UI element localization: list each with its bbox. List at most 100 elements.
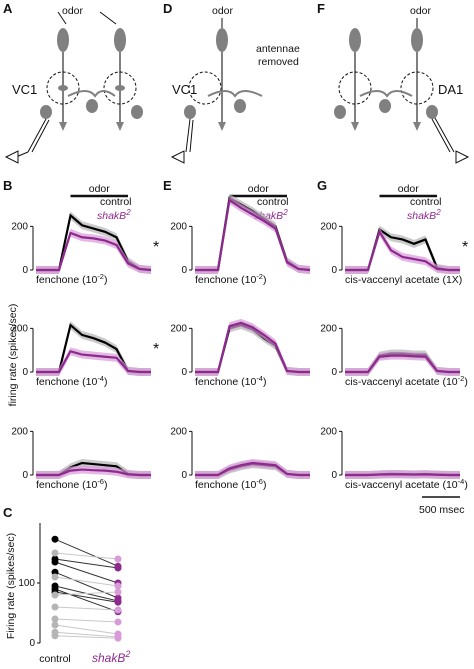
odor-bar-label: odor (398, 183, 420, 195)
point-shakb2 (114, 606, 122, 614)
series-line-shakB2 (36, 468, 151, 477)
condition-label: fenchone (10-6) (195, 477, 266, 491)
y-tick-label: 0 (181, 265, 187, 276)
series-line-shakB2 (345, 354, 460, 374)
glomerulus-circle-left (46, 71, 80, 105)
y-tick-label: 0 (331, 265, 337, 276)
c-category-control: control (39, 653, 71, 665)
panel-label-c: C (3, 505, 13, 520)
amplifier-icon-a (4, 150, 19, 164)
point-shakb2 (114, 564, 122, 572)
pair-line (54, 571, 119, 599)
point-shakb2 (114, 598, 122, 606)
electrode-d (185, 118, 194, 153)
panel-label-e: E (163, 178, 172, 193)
y-tick-label: 200 (11, 221, 28, 232)
orn-soma-f-left (349, 28, 361, 52)
y-axis-label: firing rate (spikes/sec) (7, 304, 19, 407)
electrode-a (27, 118, 50, 153)
odor-label-f: odor (410, 5, 432, 17)
electrode-f (431, 117, 455, 153)
y-axis-label-c: Firing rate (spikes/sec) (5, 533, 17, 639)
y-tick-label: 200 (320, 323, 337, 334)
pair-line (54, 558, 119, 569)
pair-line (54, 635, 119, 639)
condition-label: cis-vaccenyl acetate (10-4) (345, 477, 468, 491)
sem-band-shakB2 (195, 318, 310, 376)
point-control (51, 603, 59, 611)
point-control (51, 558, 59, 566)
y-tick-label: 200 (170, 323, 187, 334)
pair-line (54, 588, 119, 613)
series-line-shakB2 (195, 198, 311, 272)
pn-soma-f-right (426, 105, 438, 119)
pn-soma-f-left (334, 105, 346, 119)
ln-soma-f (379, 99, 391, 113)
pair-line (54, 618, 119, 623)
point-shakb2 (114, 555, 122, 563)
orn-soma-left (57, 28, 69, 52)
panel-label-b: B (3, 178, 12, 193)
glomerulus-circle-right (103, 71, 137, 105)
pair-line (54, 631, 119, 638)
trace-panel-g-1: 0 200 odor * cis-vaccenyl acetate (1X) (320, 183, 468, 286)
ln-branch-f (359, 90, 413, 98)
axon-arrowhead-f-right (413, 122, 421, 131)
sem-band-shakB2 (36, 465, 151, 479)
trace-panel-e-3: 0 200 fenchone (10-6) (170, 426, 310, 491)
pn-soma-d (184, 105, 196, 119)
synapse-left (58, 85, 68, 91)
c-category-shakb2: shakB2 (92, 649, 130, 665)
y-tick-label: 200 (170, 426, 187, 437)
y-tick-label: 200 (11, 426, 28, 437)
pair-line (54, 561, 119, 584)
point-shakb2 (114, 634, 122, 642)
series-line-control (36, 323, 151, 374)
condition-label: fenchone (10-6) (36, 477, 107, 491)
synapse-right (115, 85, 125, 91)
axon-arrowhead-f-left (351, 122, 359, 131)
trace-panels: 0 200 odor * fenchone (10-2) 0 200 * fenchone (1… (11, 183, 468, 491)
significance-asterisk: * (153, 341, 159, 358)
trace-panel-g-3: 0 200 cis-vaccenyl acetate (10-4) (320, 426, 468, 491)
y-tick-label: 0 (181, 470, 187, 481)
trace-panel-e-1: 0 200 odor fenchone (10-2) (170, 183, 311, 286)
point-control (51, 568, 59, 576)
significance-asterisk: * (153, 239, 159, 256)
schematic-d: odor antennae removed VC1 (170, 5, 300, 164)
orn-soma-f-right (411, 28, 423, 52)
axon-arrowhead-d (218, 122, 226, 131)
y-tick-label: 200 (320, 221, 337, 232)
ln-branch-d (207, 90, 263, 98)
legend-shakb2-b: shakB2 (97, 208, 131, 222)
ln-branch (67, 90, 116, 98)
glomerulus-label-f: DA1 (438, 82, 463, 97)
trace-panel-e-2: 0 200 fenchone (10-4) (170, 318, 310, 388)
axon-arrowhead-left (59, 122, 67, 131)
point-control (51, 535, 59, 543)
legend-control-g: control (410, 196, 442, 208)
ln-soma (86, 99, 98, 113)
scale-bar-label: 500 msec (419, 504, 465, 516)
sem-band-shakB2 (36, 347, 151, 376)
odor-arrow-left (57, 11, 67, 25)
pair-line (54, 576, 119, 587)
series-line-shakB2 (195, 321, 310, 374)
y-tick-label: 0 (181, 367, 187, 378)
pn-soma-right (131, 105, 143, 119)
orn-soma-right (114, 28, 126, 52)
y-tick-label: 200 (320, 426, 337, 437)
panel-label-d: D (163, 1, 172, 16)
series-line-shakB2 (345, 473, 460, 477)
pair-line (54, 591, 119, 596)
ln-soma-d (234, 99, 246, 113)
glomerulus-circle-f-right (400, 71, 434, 105)
glomerulus-label-a: VC1 (12, 82, 37, 97)
panel-label-a: A (3, 1, 13, 16)
panel-c-paired-plot: 0 100 control shakB2 (18, 523, 130, 665)
antennae-note-1: antennae (256, 43, 300, 55)
odor-bar-label: odor (89, 183, 111, 195)
odor-label-a: odor (62, 5, 84, 17)
condition-label: fenchone (10-2) (36, 272, 107, 286)
series-line-shakB2 (345, 229, 460, 272)
